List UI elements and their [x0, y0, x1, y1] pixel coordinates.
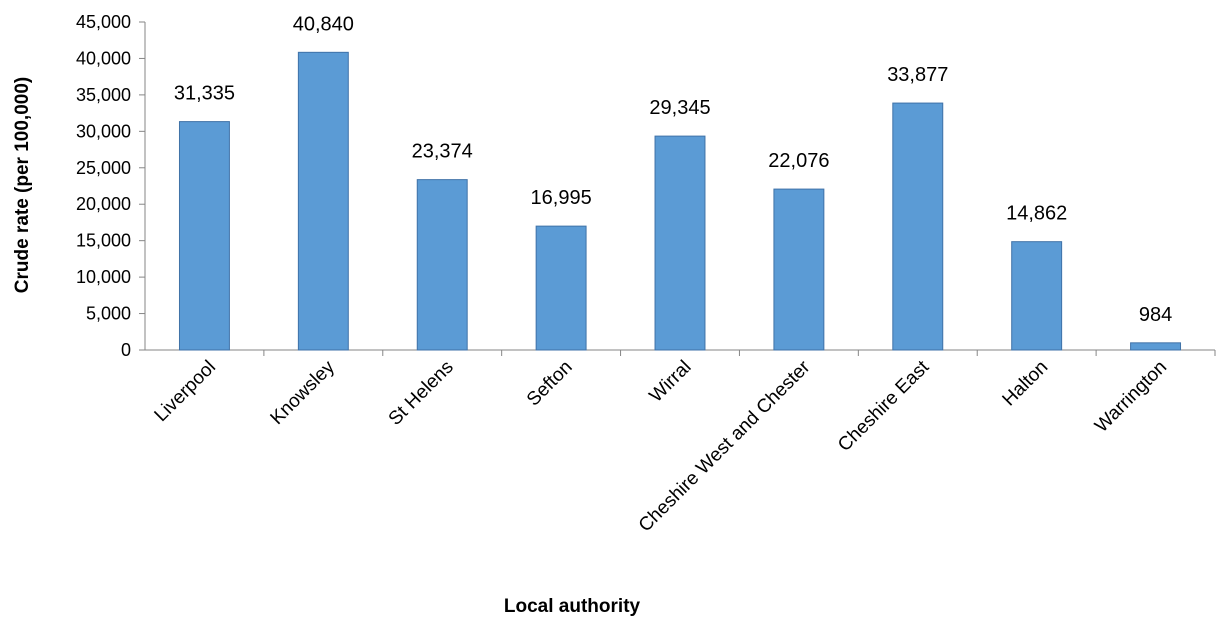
- x-category-label: Sefton: [523, 357, 577, 411]
- data-label: 984: [1139, 304, 1172, 326]
- x-category-label: Knowsley: [267, 356, 340, 429]
- bar: [535, 225, 587, 351]
- bar: [416, 179, 468, 351]
- data-label: 29,345: [649, 97, 710, 119]
- bar: [1130, 342, 1182, 351]
- bars: 31,335 40,840 23,374 16,995 29,345 22,076 33,8…: [174, 13, 1182, 351]
- x-axis-title: Local authority: [504, 596, 641, 617]
- y-tick-label: 20,000: [76, 194, 131, 214]
- bar: [1011, 241, 1063, 351]
- x-axis-categories: Liverpool Knowsley St Helens Sefton Wirral Ch…: [151, 350, 1216, 536]
- y-tick-label: 25,000: [76, 158, 131, 178]
- x-category-label: Halton: [999, 357, 1053, 411]
- y-axis-title: Crude rate (per 100,000): [12, 77, 33, 294]
- y-tick-label: 30,000: [76, 121, 131, 141]
- bar: [297, 51, 349, 351]
- y-tick-label: 15,000: [76, 231, 131, 251]
- bar: [773, 188, 825, 351]
- y-tick-label: 40,000: [76, 48, 131, 68]
- y-tick-label: 35,000: [76, 85, 131, 105]
- data-label: 23,374: [412, 141, 473, 163]
- bar: [178, 121, 230, 351]
- data-label: 14,862: [1006, 203, 1067, 225]
- bar: [892, 102, 944, 351]
- bar: [654, 135, 706, 351]
- data-label: 31,335: [174, 83, 235, 105]
- x-category-label: Warrington: [1091, 357, 1171, 437]
- x-category-label: Liverpool: [151, 357, 220, 426]
- data-label: 33,877: [887, 64, 948, 86]
- y-tick-label: 5,000: [86, 304, 131, 324]
- data-label: 16,995: [531, 187, 592, 209]
- x-category-label: Wirral: [646, 357, 696, 407]
- x-category-label: Cheshire East: [834, 356, 934, 456]
- data-label: 22,076: [768, 150, 829, 172]
- y-tick-label: 45,000: [76, 12, 131, 32]
- y-tick-label: 0: [121, 340, 131, 360]
- y-tick-label: 10,000: [76, 267, 131, 287]
- x-category-label: St Helens: [385, 357, 458, 430]
- data-label: 40,840: [293, 13, 354, 35]
